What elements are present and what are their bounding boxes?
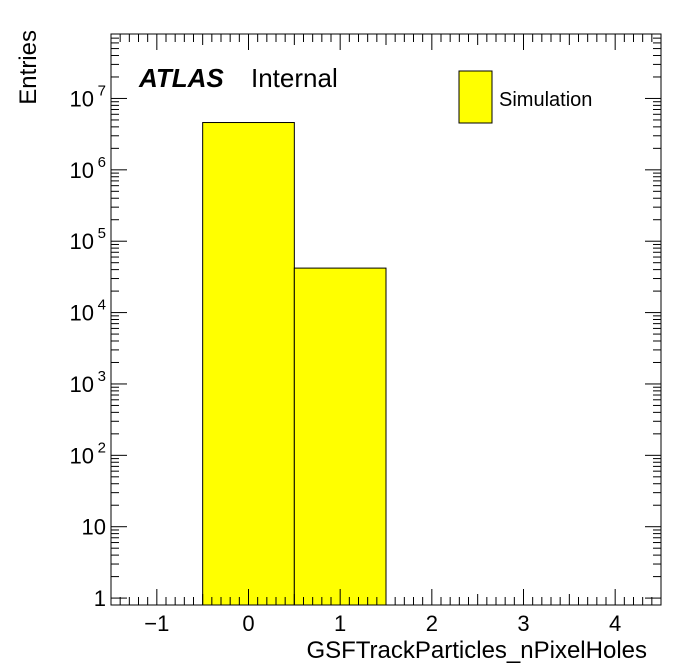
- atlas-label: ATLAS: [138, 63, 224, 93]
- x-tick-label: 2: [426, 611, 438, 636]
- x-tick-label: 4: [609, 611, 621, 636]
- x-tick-label: 1: [334, 611, 346, 636]
- y-tick-exponent: 2: [98, 439, 106, 456]
- y-tick-label: 10: [70, 86, 94, 111]
- y-axis-title: Entries: [15, 30, 42, 105]
- histogram-bar-1: [293, 267, 387, 606]
- x-axis-title: GSFTrackParticles_nPixelHoles: [306, 637, 647, 664]
- y-tick-label: 10: [70, 229, 94, 254]
- internal-label: Internal: [251, 63, 338, 93]
- y-tick-label: 10: [82, 515, 106, 540]
- y-tick-label: 1: [94, 586, 106, 611]
- y-tick-label: 10: [70, 443, 94, 468]
- y-tick-exponent: 5: [98, 225, 106, 242]
- x-tick-label: 3: [517, 611, 529, 636]
- y-tick-label: 10: [70, 301, 94, 326]
- y-tick-label: 10: [70, 158, 94, 183]
- axis-ticks: [110, 33, 662, 605]
- histogram-bar-0: [202, 122, 295, 606]
- x-tick-label: 0: [242, 611, 254, 636]
- y-tick-exponent: 4: [98, 297, 106, 314]
- legend-label-simulation: Simulation: [499, 89, 592, 111]
- x-tick-label: −1: [144, 611, 169, 636]
- y-tick-label: 10: [70, 372, 94, 397]
- legend-swatch-simulation: [458, 70, 493, 124]
- y-tick-exponent: 7: [98, 82, 106, 99]
- bars-layer: [202, 122, 387, 606]
- y-tick-exponent: 3: [98, 368, 106, 385]
- y-tick-exponent: 6: [98, 154, 106, 171]
